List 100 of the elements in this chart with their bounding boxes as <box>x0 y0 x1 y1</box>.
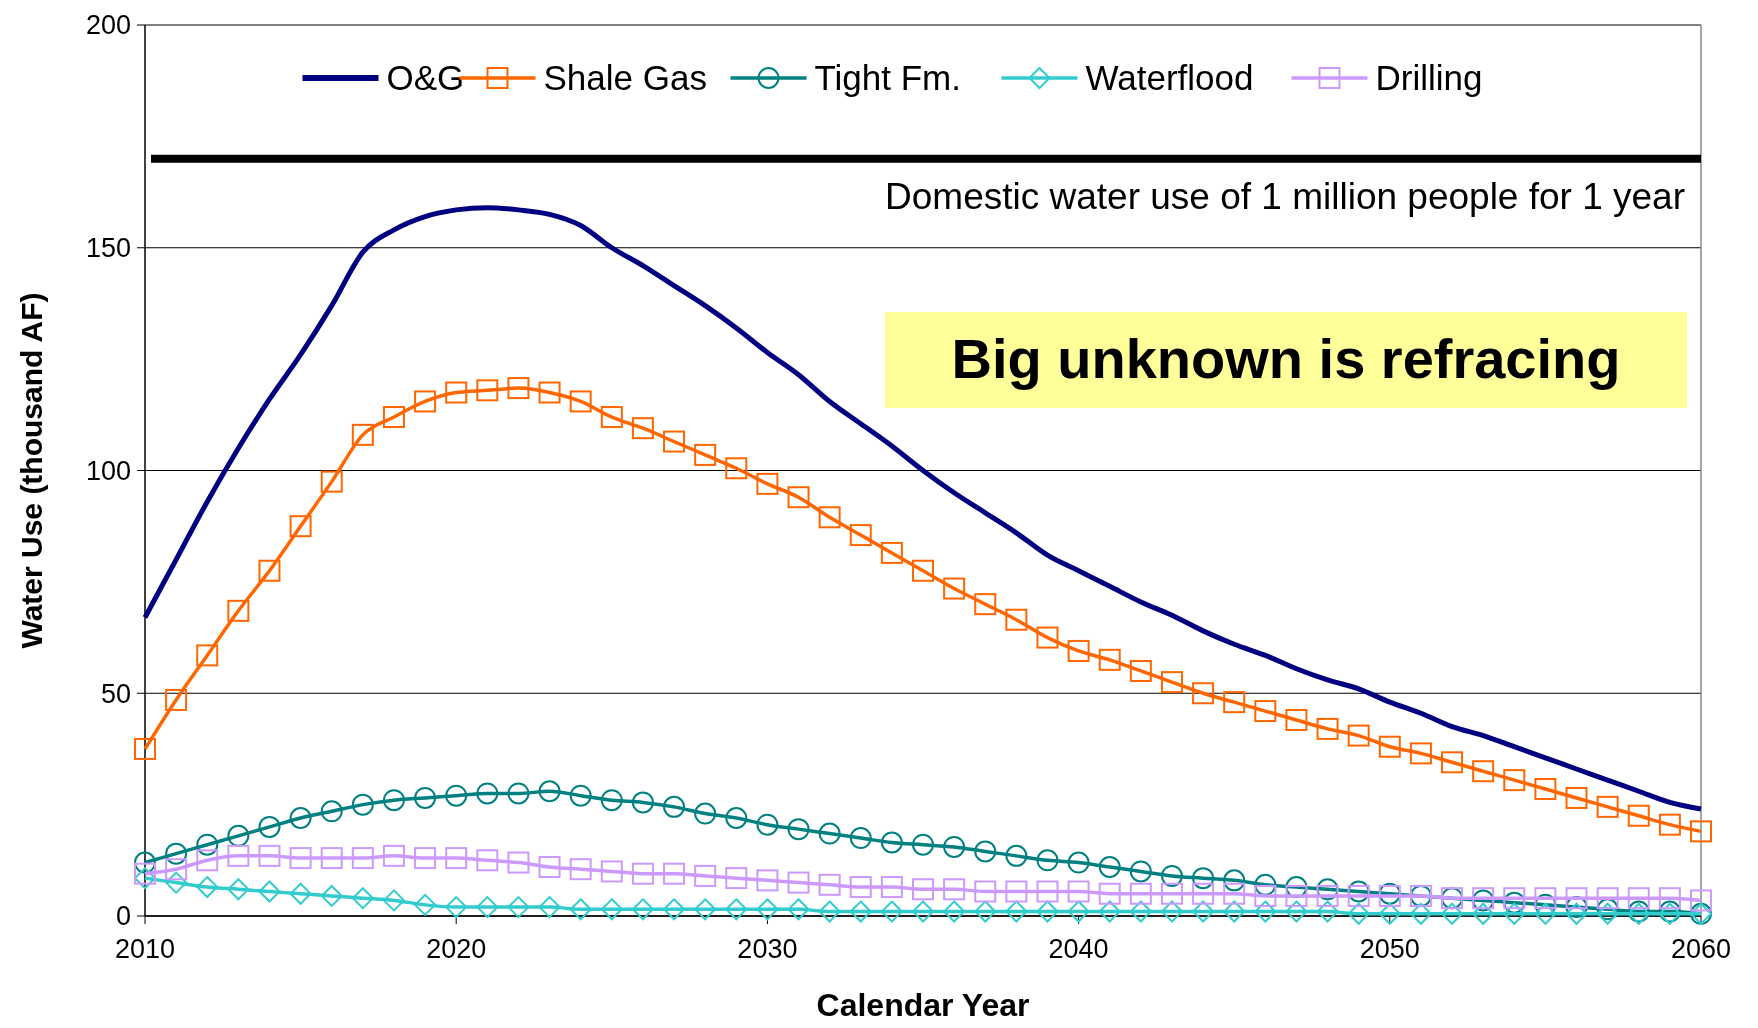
point <box>1160 900 1183 923</box>
point <box>600 898 623 921</box>
point <box>507 896 530 919</box>
point <box>351 887 374 910</box>
point <box>196 849 219 872</box>
point <box>1316 900 1339 923</box>
point <box>1067 900 1090 923</box>
point <box>1192 867 1215 890</box>
point <box>725 898 748 921</box>
point <box>912 878 934 901</box>
point <box>414 847 437 870</box>
point <box>1005 844 1028 867</box>
point <box>1223 882 1246 905</box>
point <box>1690 889 1712 912</box>
y-tick-label: 0 <box>115 901 131 932</box>
x-tick-label: 2050 <box>1359 934 1420 964</box>
point <box>974 900 997 923</box>
x-tick-label: 2010 <box>114 934 176 964</box>
point <box>756 472 779 495</box>
x-tick-label: 2040 <box>1048 934 1109 964</box>
point <box>631 791 654 814</box>
y-tick-label: 50 <box>100 678 131 709</box>
point <box>880 541 903 564</box>
point <box>1067 851 1090 874</box>
point <box>476 782 499 805</box>
point <box>1472 902 1495 925</box>
point <box>1534 902 1557 925</box>
point <box>445 784 468 807</box>
point <box>1441 751 1464 774</box>
point <box>943 878 966 901</box>
point <box>1160 882 1183 905</box>
point <box>943 835 966 858</box>
point <box>818 873 841 896</box>
point <box>725 867 748 890</box>
point <box>849 524 872 547</box>
ref-line-label: Domestic water use of 1 million people for 1 year <box>885 175 1685 217</box>
point <box>227 824 250 847</box>
point <box>196 644 219 667</box>
point <box>849 876 872 899</box>
point <box>351 793 374 816</box>
legend-label: O&G <box>386 58 465 98</box>
point <box>1658 887 1681 910</box>
point <box>725 806 748 829</box>
point <box>507 851 530 874</box>
point <box>227 599 250 622</box>
point <box>320 470 343 493</box>
point <box>974 880 997 903</box>
y-tick-label: 150 <box>85 233 131 264</box>
point <box>258 559 281 582</box>
point <box>569 390 592 413</box>
point <box>507 782 530 805</box>
point <box>289 847 312 870</box>
point <box>414 893 437 916</box>
point <box>1409 742 1432 765</box>
point <box>1254 700 1277 723</box>
point <box>818 506 841 529</box>
point <box>1347 724 1370 747</box>
annotation: Big unknown is refracing <box>951 327 1621 390</box>
point <box>1596 795 1619 818</box>
legend-label: Waterflood <box>1085 58 1254 98</box>
point <box>600 789 623 812</box>
point <box>756 813 779 836</box>
point <box>382 844 405 867</box>
point <box>569 784 592 807</box>
point <box>756 898 779 921</box>
point <box>849 900 872 923</box>
point <box>1192 682 1215 705</box>
y-axis-title: Water Use (thousand AF) <box>15 292 48 649</box>
point <box>134 862 156 885</box>
x-tick-label: 2030 <box>737 934 798 964</box>
point <box>1067 880 1090 903</box>
point <box>1503 902 1526 925</box>
point <box>538 780 561 803</box>
point <box>818 900 841 923</box>
point <box>414 390 437 413</box>
point <box>165 842 188 865</box>
point <box>694 898 717 921</box>
point <box>1254 900 1277 923</box>
point <box>320 800 343 823</box>
point <box>165 688 188 711</box>
point <box>445 896 468 919</box>
point <box>663 430 686 453</box>
point <box>818 822 841 845</box>
point <box>414 786 437 809</box>
point <box>694 802 717 825</box>
point <box>849 827 872 850</box>
point <box>476 896 499 919</box>
point <box>1192 900 1215 923</box>
point <box>1658 813 1681 836</box>
point <box>1472 760 1495 783</box>
point <box>1565 902 1588 925</box>
point <box>445 381 468 404</box>
point <box>538 381 561 404</box>
point <box>663 862 686 885</box>
point <box>227 878 250 901</box>
x-tick-label: 2060 <box>1670 934 1732 964</box>
point <box>600 406 623 429</box>
point <box>1316 884 1339 907</box>
point <box>631 898 654 921</box>
point <box>1378 902 1401 925</box>
